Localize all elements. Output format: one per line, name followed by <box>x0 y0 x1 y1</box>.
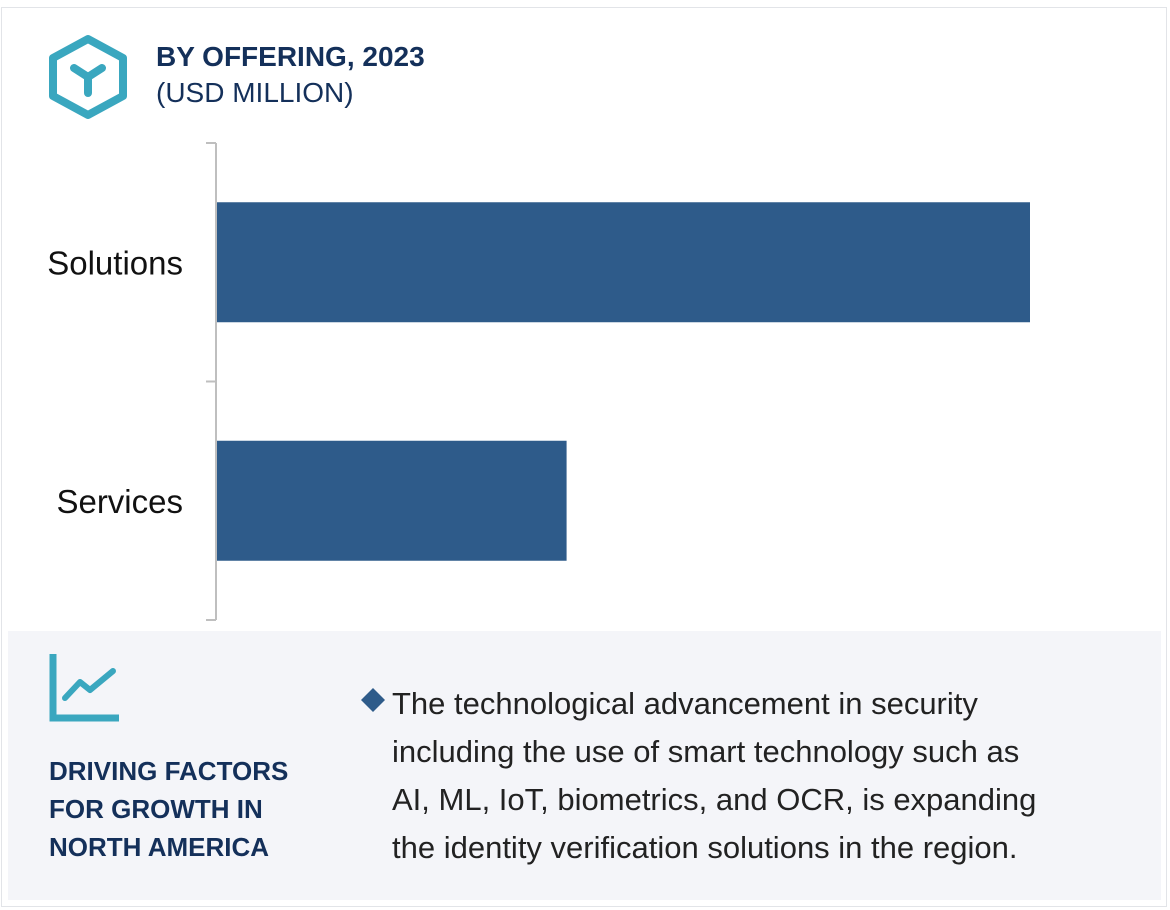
driving-factors-title-line: FOR GROWTH IN <box>49 794 263 824</box>
category-labels: Solutions Services <box>47 244 183 520</box>
bar-chart: Solutions Services <box>47 142 1030 621</box>
chart-subtitle: (USD MILLION) <box>156 77 354 108</box>
trend-line-chart-icon <box>49 654 119 722</box>
driving-factor-line: including the use of smart technology su… <box>392 734 1020 769</box>
driving-factor-line: AI, ML, IoT, biometrics, and OCR, is exp… <box>392 782 1037 817</box>
bar-solutions <box>217 202 1030 323</box>
hexagon-y-icon <box>49 35 127 119</box>
category-label-services: Services <box>56 483 183 520</box>
diamond-bullet-icon <box>361 688 385 712</box>
bar-series <box>217 202 1030 561</box>
driving-factors-title-line: DRIVING FACTORS <box>49 756 289 786</box>
category-axis <box>206 142 217 621</box>
chart-title: BY OFFERING, 2023 <box>156 41 425 72</box>
category-label-solutions: Solutions <box>47 244 183 281</box>
driving-factor-line: The technological advancement in securit… <box>392 686 978 721</box>
driving-factor-line: the identity verification solutions in t… <box>392 830 1018 865</box>
bar-services <box>217 440 567 561</box>
driving-factor-text: The technological advancement in securit… <box>392 680 1132 872</box>
driving-factors-title-line: NORTH AMERICA <box>49 832 270 862</box>
driving-factors-panel <box>8 631 1161 900</box>
driving-factors-title: DRIVING FACTORS FOR GROWTH IN NORTH AMER… <box>49 752 319 866</box>
